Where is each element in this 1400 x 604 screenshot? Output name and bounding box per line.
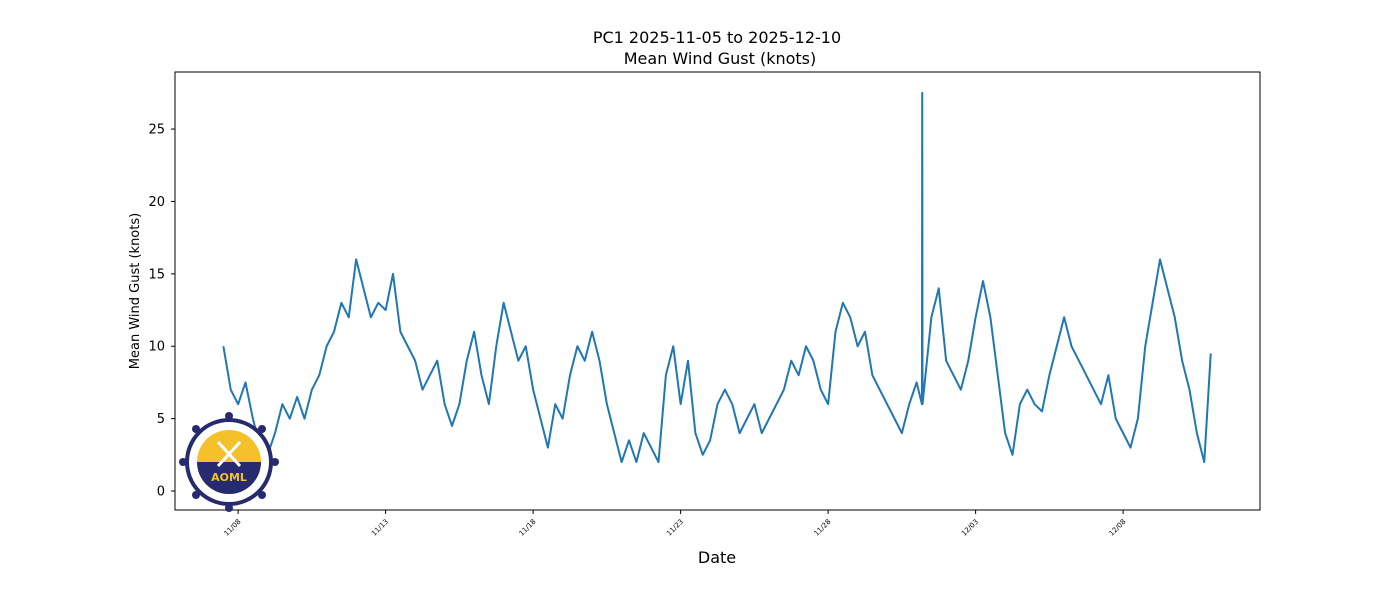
logo-text: AOML bbox=[211, 471, 247, 484]
line bbox=[222, 91, 1212, 464]
x-tick-label: 11/13 bbox=[370, 518, 390, 538]
plot-frame bbox=[174, 71, 1261, 511]
plot-area bbox=[222, 91, 1212, 464]
y-axis-label: Mean Wind Gust (knots) bbox=[128, 213, 143, 369]
y-tick-label: 15 bbox=[148, 267, 165, 282]
y-tick-label: 5 bbox=[157, 412, 165, 427]
x-tick-label: 12/03 bbox=[960, 518, 980, 538]
x-tick-label: 12/08 bbox=[1108, 518, 1128, 538]
chart-title: PC1 2025-11-05 to 2025-12-10 bbox=[593, 28, 841, 47]
y-tick-label: 20 bbox=[148, 195, 165, 210]
x-axis-label: Date bbox=[698, 548, 736, 567]
logo: AOML bbox=[179, 412, 279, 512]
y-tick-label: 0 bbox=[157, 485, 165, 500]
y-tick-label: 25 bbox=[148, 123, 165, 138]
x-tick-label: 11/18 bbox=[518, 518, 538, 538]
x-tick-label: 11/28 bbox=[813, 518, 833, 538]
chart-subtitle: Mean Wind Gust (knots) bbox=[624, 49, 817, 68]
x-tick-label: 11/23 bbox=[665, 518, 685, 538]
x-tick-label: 11/08 bbox=[223, 518, 243, 538]
y-tick-label: 10 bbox=[148, 340, 165, 355]
